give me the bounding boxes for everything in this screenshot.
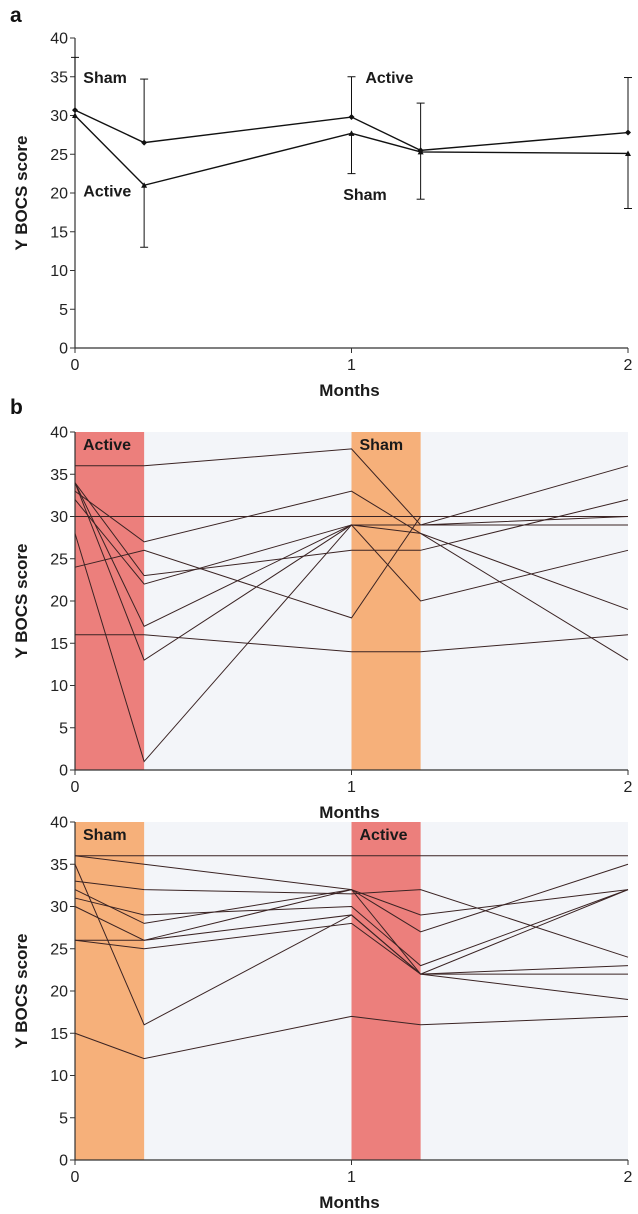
phase-band-label: Sham [360, 437, 404, 454]
series-annotation: Active [365, 70, 413, 87]
y-tick-label: 15 [50, 224, 68, 241]
phase-band-sham [351, 432, 421, 770]
x-tick-label: 0 [71, 779, 80, 796]
y-tick-label: 40 [50, 31, 68, 48]
y-tick-label: 20 [50, 594, 68, 611]
subject-line [74, 516, 628, 619]
y-tick-label: 35 [50, 857, 68, 874]
data-point-triangle [417, 148, 424, 155]
x-tick-label: 2 [624, 779, 633, 796]
y-tick-label: 0 [59, 1153, 68, 1170]
y-tick-label: 10 [50, 1068, 68, 1085]
y-tick-label: 0 [59, 763, 68, 780]
y-tick-label: 25 [50, 941, 68, 958]
y-axis-title: Y BOCS score [12, 136, 31, 251]
y-tick-label: 20 [50, 984, 68, 1001]
x-tick-label: 0 [71, 357, 80, 374]
y-tick-label: 30 [50, 108, 68, 125]
subject-line [74, 1015, 629, 1060]
y-tick-label: 5 [59, 1110, 68, 1127]
series-annotation: Sham [343, 187, 387, 204]
y-axis-title: Y BOCS score [12, 934, 31, 1049]
phase-band-active [351, 822, 421, 1160]
panel-letter-b: b [10, 396, 23, 419]
y-tick-label: 40 [50, 815, 68, 832]
phase-band-sham [75, 822, 145, 1160]
y-tick-label: 10 [50, 678, 68, 695]
phase-band-active [75, 432, 145, 770]
x-axis-title: Months [319, 1193, 379, 1212]
data-point-diamond [625, 129, 631, 136]
x-tick-label: 1 [347, 779, 356, 796]
y-tick-label: 25 [50, 551, 68, 568]
y-tick-label: 35 [50, 467, 68, 484]
y-tick-label: 15 [50, 636, 68, 653]
data-point-diamond [72, 107, 78, 114]
y-tick-label: 0 [59, 341, 68, 358]
subject-line [74, 516, 629, 763]
x-tick-label: 2 [624, 1169, 633, 1186]
phase-band-label: Sham [83, 827, 127, 844]
data-point-triangle [72, 112, 78, 118]
x-tick-label: 1 [347, 1169, 356, 1186]
panel-letter-a: a [10, 4, 22, 27]
subject-line [74, 922, 629, 1000]
y-tick-label: 20 [50, 186, 68, 203]
subject-line [74, 880, 629, 958]
data-point-triangle [141, 182, 148, 188]
subject-line [74, 864, 628, 1026]
y-tick-label: 10 [50, 263, 68, 280]
y-axis-title: Y BOCS score [12, 544, 31, 659]
chart-b-top: Active Sham 0 5 10 15 20 25 30 35 40 0 1 2 Months Y BOC… [12, 425, 633, 823]
subject-line [74, 889, 629, 967]
y-tick-label: 25 [50, 147, 68, 164]
y-tick-label: 5 [59, 720, 68, 737]
subject-line [74, 490, 629, 661]
phase-band-label: Active [360, 827, 408, 844]
y-tick-label: 5 [59, 302, 68, 319]
y-tick-label: 30 [50, 899, 68, 916]
subject-line [75, 448, 629, 526]
y-tick-label: 40 [50, 425, 68, 442]
data-point-triangle [348, 130, 355, 136]
subject-line [75, 634, 629, 653]
phase-band-label: Active [83, 437, 131, 454]
series-annotation: Sham [83, 70, 127, 87]
chart-a: 0 5 10 15 20 25 30 35 40 0 1 2 Months Y BOCS score Sha… [12, 31, 633, 401]
series-annotation: Active [83, 184, 131, 201]
data-point-triangle [625, 150, 631, 156]
x-tick-label: 2 [624, 357, 633, 374]
chart-b-bottom: Sham Active 0 5 10 15 20 25 30 35 40 0 1 2 Months Y BOC… [12, 815, 633, 1213]
subject-line [74, 482, 629, 577]
y-tick-label: 15 [50, 1026, 68, 1043]
x-tick-label: 1 [347, 357, 356, 374]
subject-line [75, 889, 629, 941]
y-tick-label: 30 [50, 509, 68, 526]
data-point-diamond [141, 139, 148, 146]
x-axis-title: Months [319, 803, 379, 822]
x-axis-title: Months [319, 381, 379, 400]
x-tick-label: 0 [71, 1169, 80, 1186]
data-point-diamond [348, 114, 355, 121]
y-tick-label: 35 [50, 69, 68, 86]
